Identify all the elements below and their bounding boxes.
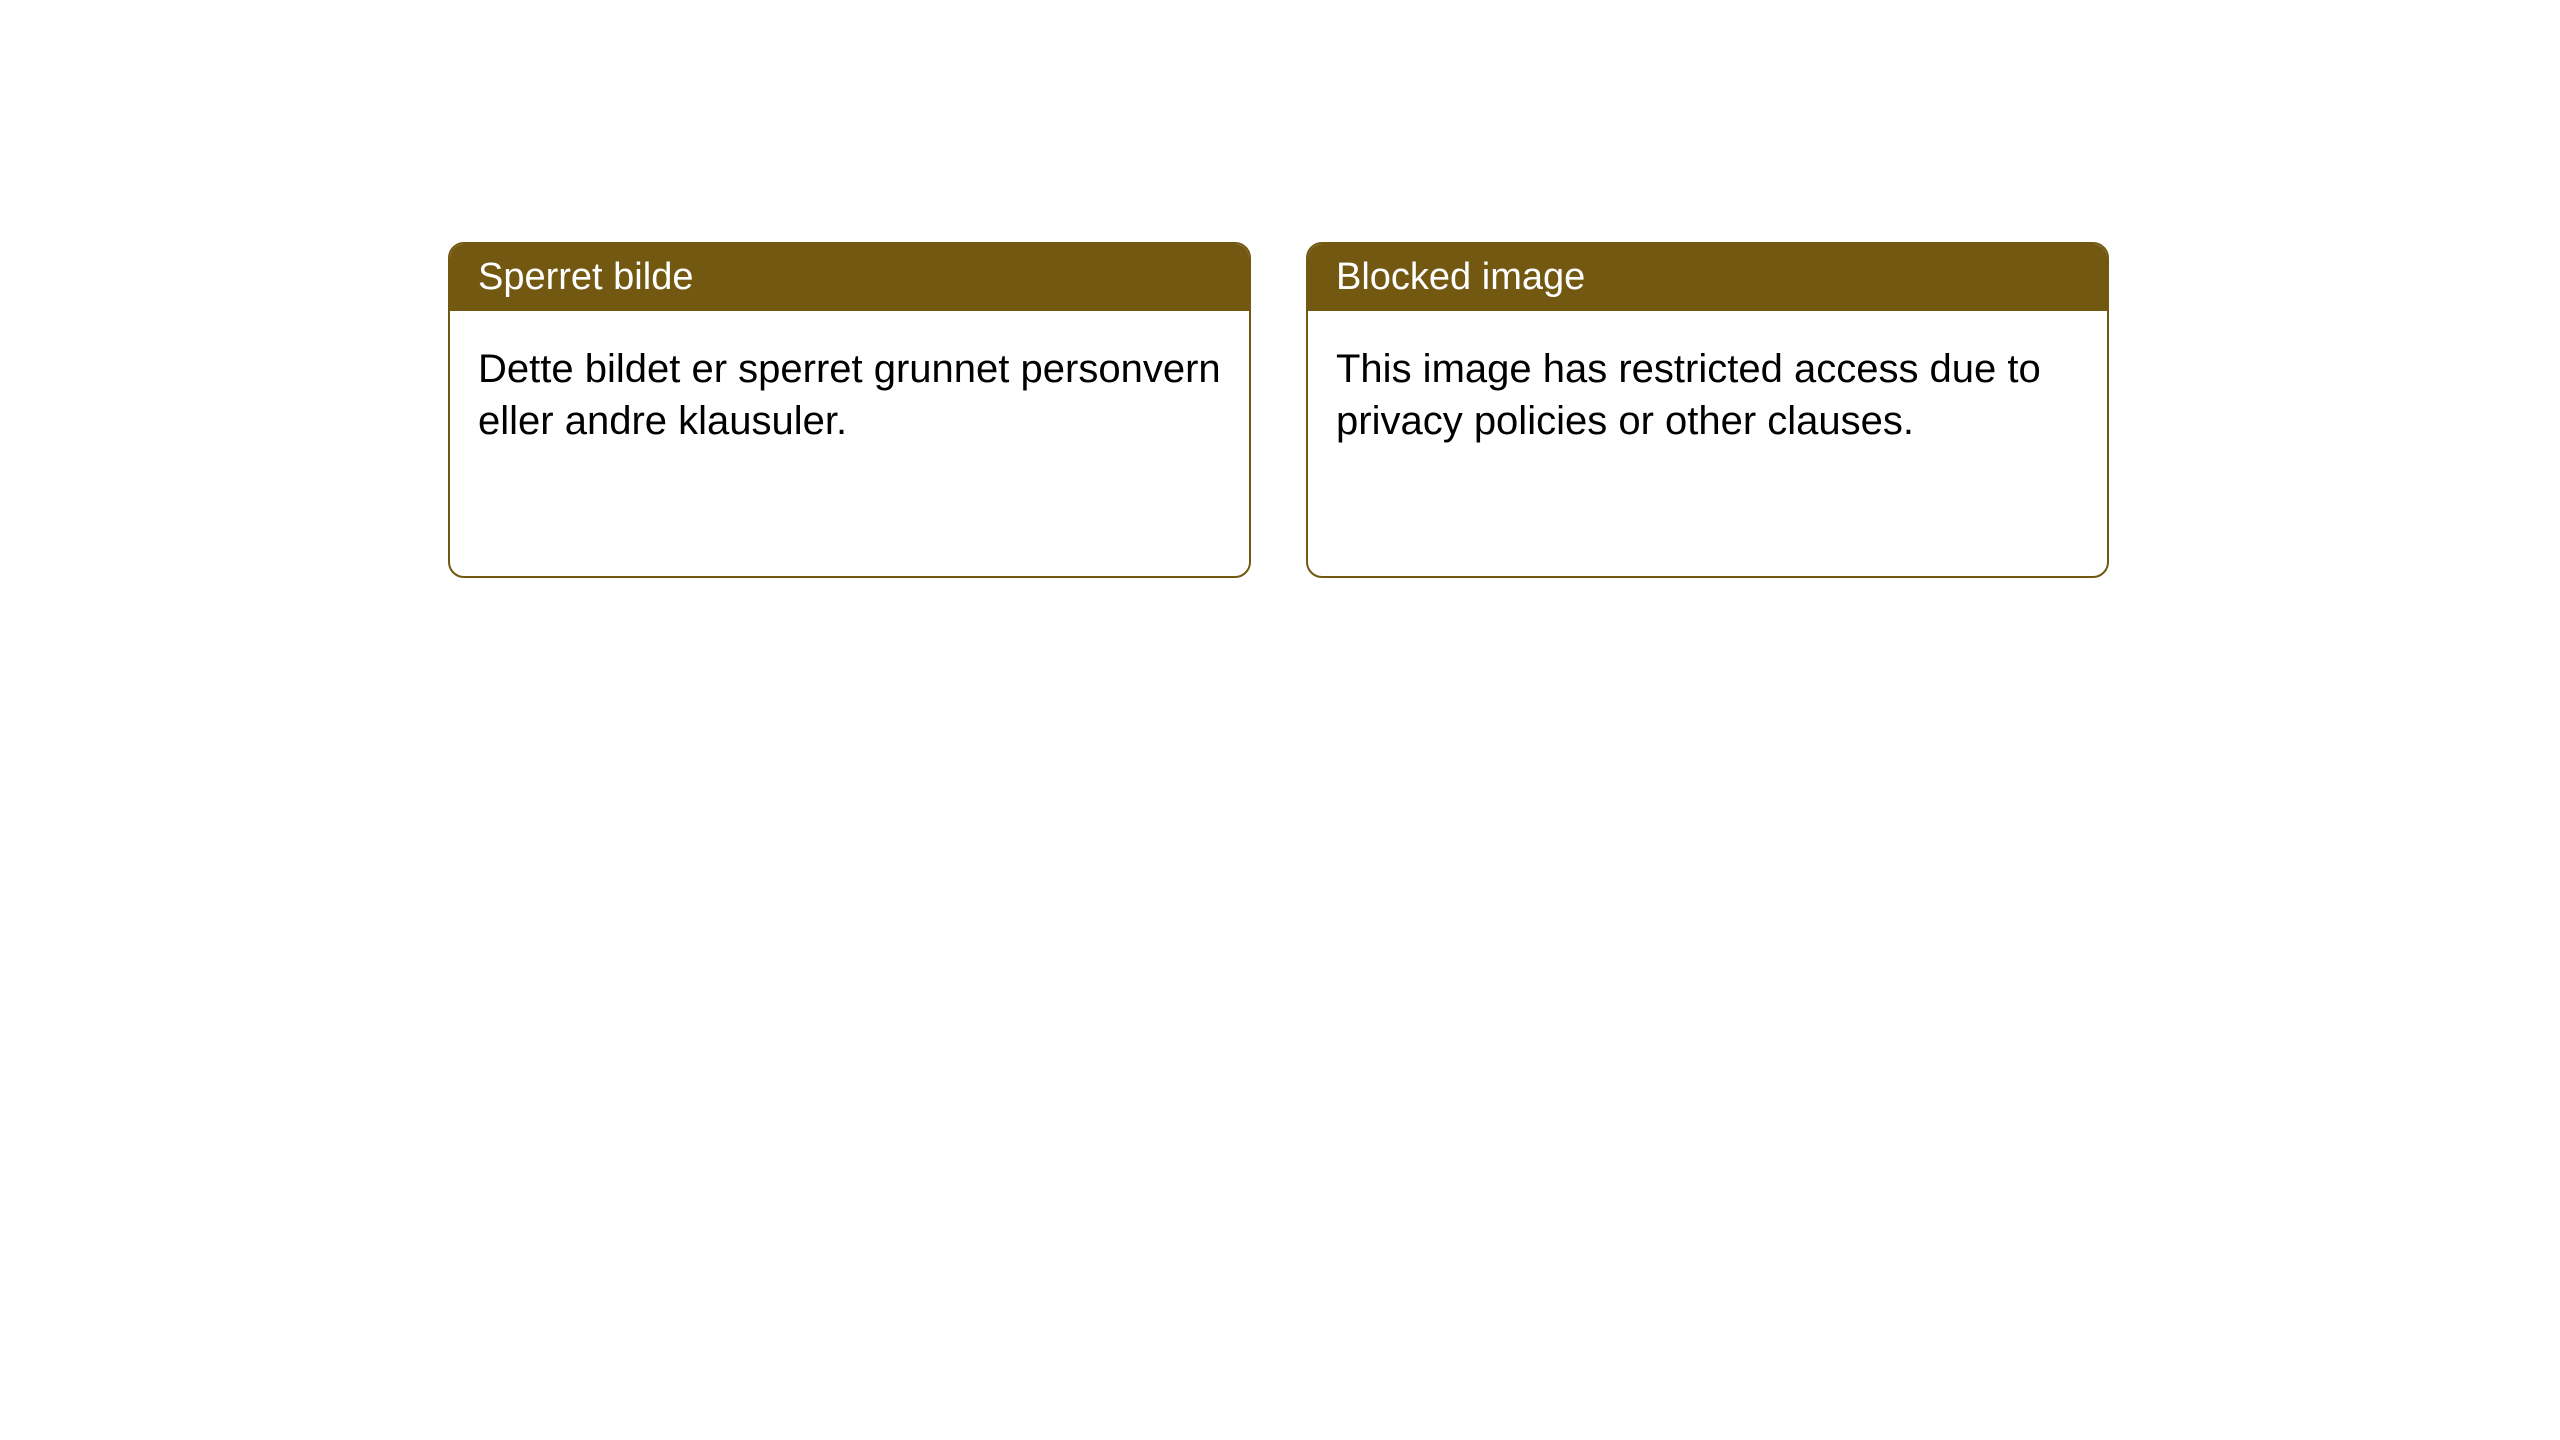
notice-box-norwegian: Sperret bilde Dette bildet er sperret gr… bbox=[448, 242, 1251, 578]
notice-title: Blocked image bbox=[1336, 256, 1585, 298]
notices-container: Sperret bilde Dette bildet er sperret gr… bbox=[448, 242, 2109, 578]
notice-header: Sperret bilde bbox=[450, 244, 1249, 311]
notice-message: Dette bildet er sperret grunnet personve… bbox=[478, 347, 1221, 443]
notice-header: Blocked image bbox=[1308, 244, 2107, 311]
notice-body: Dette bildet er sperret grunnet personve… bbox=[450, 311, 1249, 479]
notice-title: Sperret bilde bbox=[478, 256, 693, 298]
notice-body: This image has restricted access due to … bbox=[1308, 311, 2107, 479]
notice-box-english: Blocked image This image has restricted … bbox=[1306, 242, 2109, 578]
notice-message: This image has restricted access due to … bbox=[1336, 347, 2041, 443]
